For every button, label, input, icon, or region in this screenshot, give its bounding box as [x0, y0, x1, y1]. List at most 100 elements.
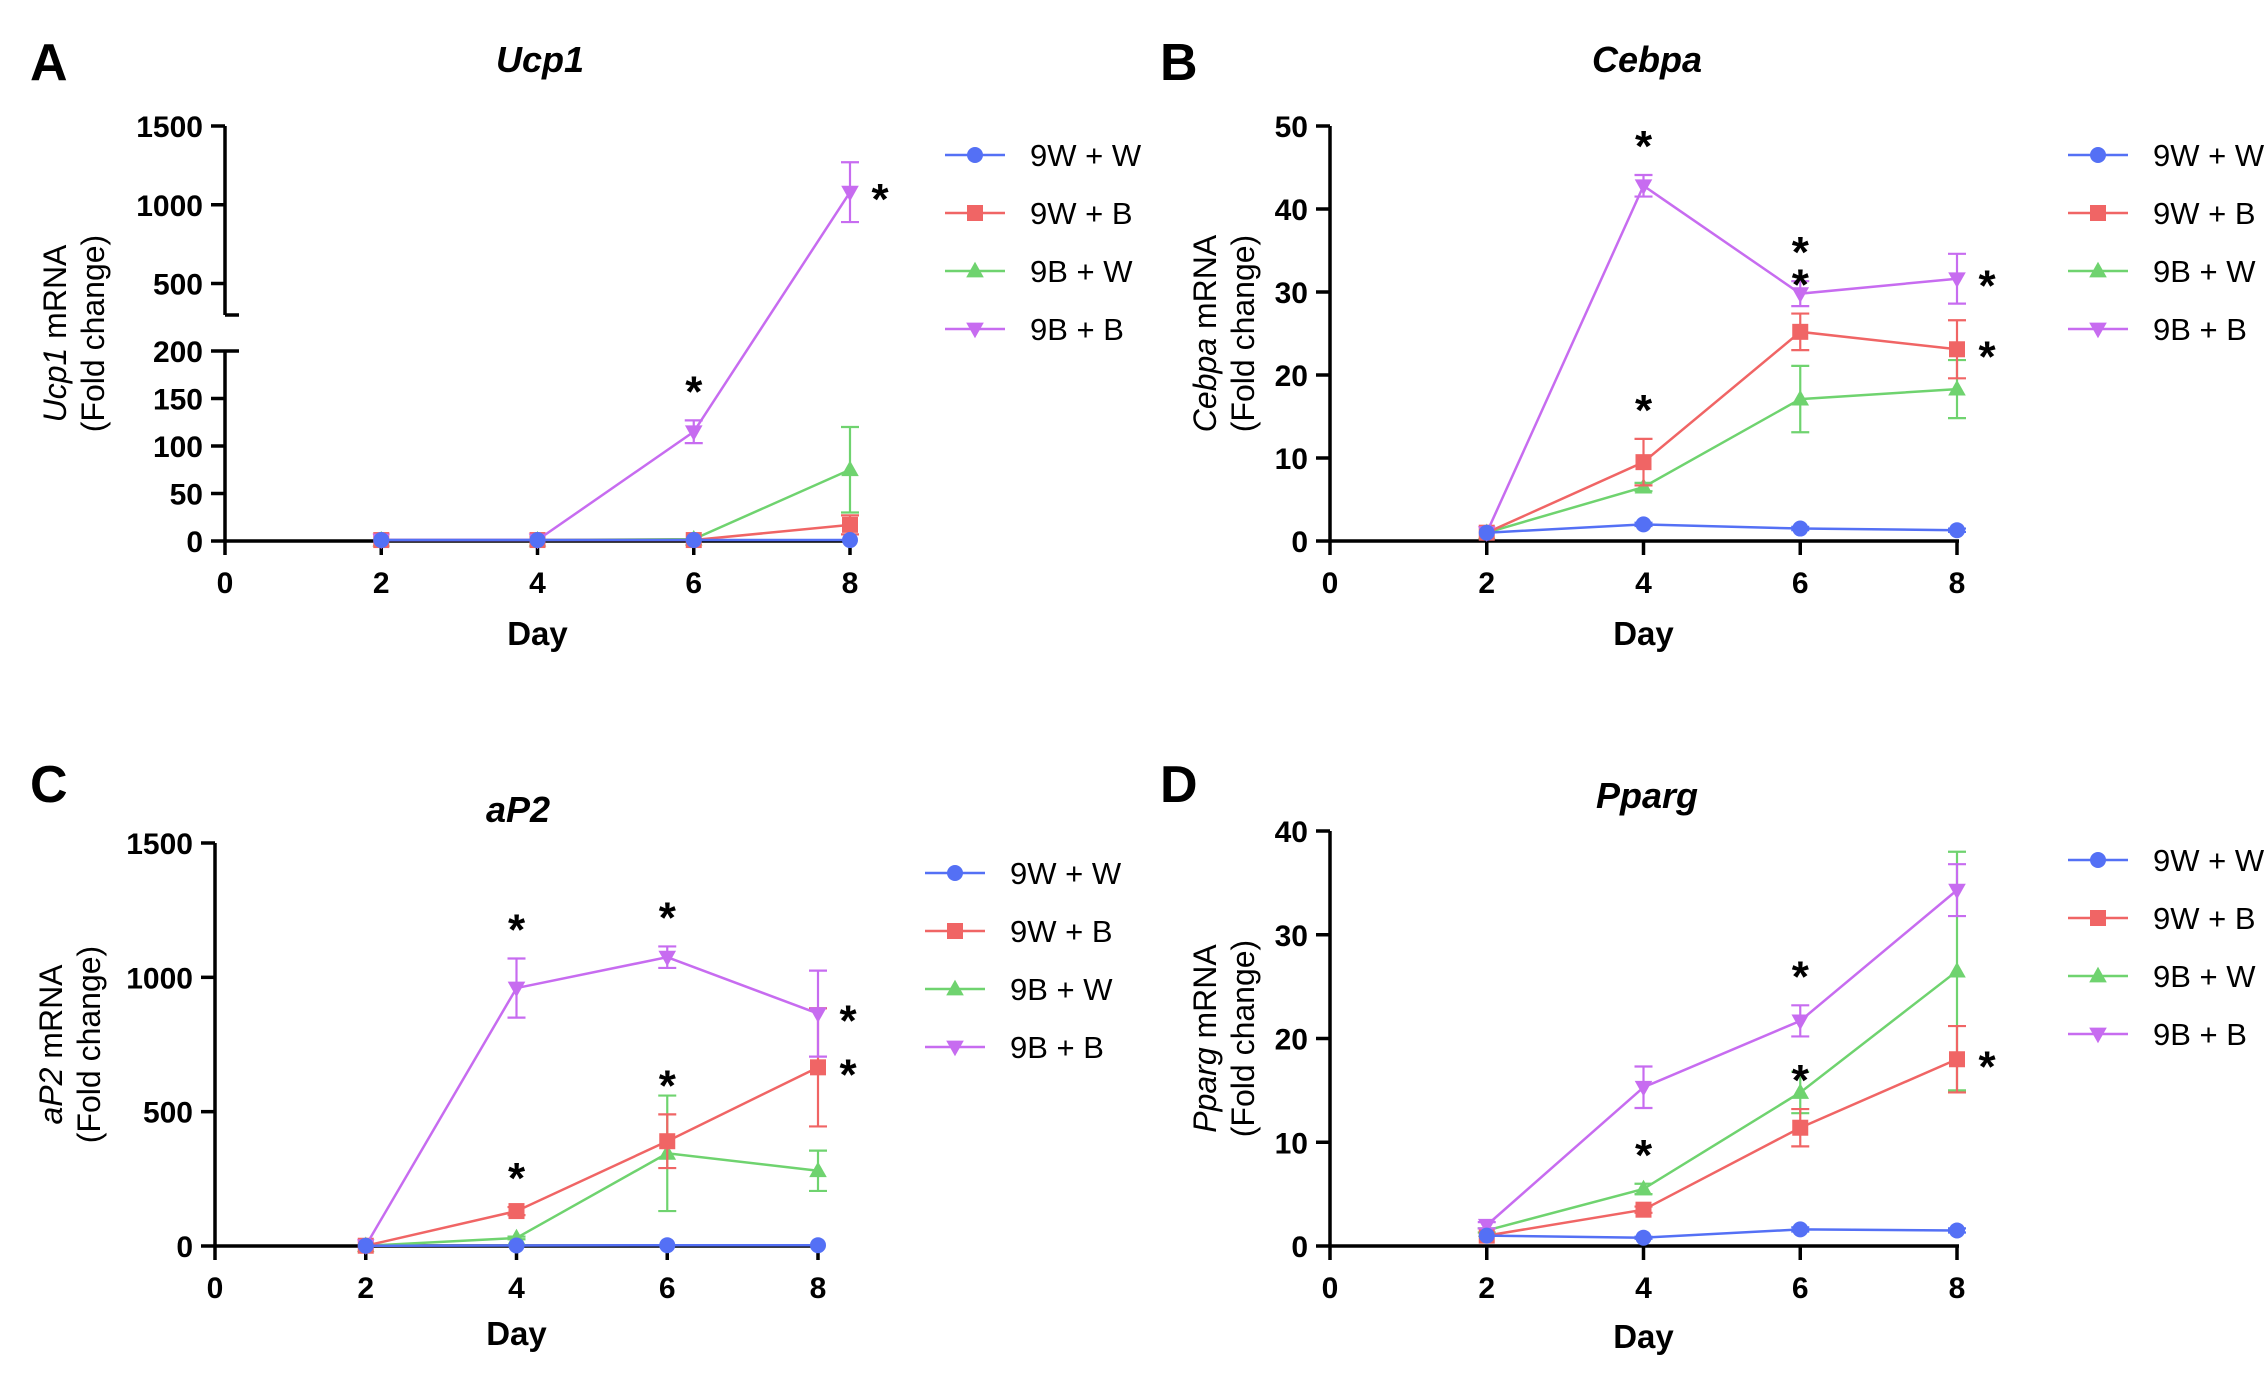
legend-marker — [2090, 852, 2106, 868]
y-axis-label-gene: Ucp1 — [37, 348, 73, 423]
y-tick-label: 0 — [1291, 526, 1308, 559]
legend-label: 9W + B — [1030, 196, 1133, 231]
series-9wb — [357, 1007, 827, 1254]
series-line — [1486, 387, 1958, 534]
significance-star: * — [839, 997, 857, 1046]
legend: 9W + W 9W + B 9B + W 9B + B — [2068, 138, 2265, 347]
series-line — [364, 955, 819, 1247]
x-tick-label: 8 — [810, 1272, 827, 1305]
series-line — [365, 1152, 819, 1247]
series-9ww — [1478, 1221, 1966, 1246]
panel-A: A Ucp1 0 2 4 6 8 Day 0 50 100 150 200 500 1000 1500 Ucp1… — [30, 34, 1142, 652]
y-tick-label: 500 — [143, 1097, 193, 1130]
x-tick-label: 8 — [1949, 567, 1966, 600]
x-tick-label: 2 — [373, 567, 390, 600]
x-tick-label: 4 — [1635, 567, 1652, 600]
significance-star: * — [1792, 1056, 1810, 1105]
data-point — [1478, 524, 1495, 541]
data-point — [1635, 1229, 1652, 1246]
series-line — [1485, 889, 1958, 1227]
x-tick-label: 2 — [1478, 1272, 1495, 1305]
series-line — [365, 1243, 818, 1247]
significance-star: * — [1792, 228, 1810, 277]
x-tick-label: 8 — [842, 567, 859, 600]
series-line — [381, 468, 851, 542]
significance-star: * — [1978, 1042, 1996, 1091]
legend-label: 9W + W — [2153, 843, 2265, 878]
legend-label: 9W + W — [1030, 138, 1142, 173]
data-point — [1635, 454, 1652, 471]
data-point — [1949, 522, 1965, 539]
y-tick-label: 10 — [1275, 1127, 1308, 1160]
panel-letter: B — [1160, 34, 1198, 92]
data-point — [1791, 1014, 1810, 1031]
data-point — [841, 460, 859, 477]
y-tick-label: 40 — [1275, 194, 1308, 227]
legend-marker — [967, 205, 983, 221]
x-tick-label: 8 — [1949, 1272, 1966, 1305]
data-point — [1478, 1227, 1495, 1244]
y-tick-label: 100 — [153, 431, 203, 464]
y-tick-label: 50 — [1275, 111, 1308, 144]
y-tick-label: 30 — [1275, 277, 1308, 310]
data-point — [1635, 1201, 1652, 1218]
axes — [1316, 829, 1959, 1260]
series-line — [1486, 970, 1958, 1232]
data-point — [659, 1237, 676, 1254]
y-tick-label: 1500 — [126, 828, 193, 861]
significance-star: * — [685, 367, 703, 416]
data-point — [685, 532, 702, 549]
y-axis-label-unit: mRNA — [1187, 944, 1223, 1048]
y-tick-label: 500 — [153, 269, 203, 302]
y-tick-label: 1000 — [136, 190, 203, 223]
x-tick-label: 2 — [357, 1272, 374, 1305]
data-point — [842, 516, 858, 533]
data-point — [1948, 883, 1966, 900]
data-point — [1477, 1218, 1496, 1235]
y-tick-label: 0 — [186, 526, 203, 559]
y-tick-label: 10 — [1275, 443, 1308, 476]
data-point — [809, 1161, 827, 1178]
data-point — [1791, 1083, 1810, 1099]
legend-label: 9W + B — [2153, 901, 2256, 936]
significance-star: * — [1635, 1131, 1653, 1180]
significance-star: * — [1635, 386, 1653, 435]
x-tick-label: 4 — [529, 567, 546, 600]
x-tick-label: 0 — [1322, 567, 1339, 600]
legend-marker — [2089, 322, 2107, 339]
legend-label: 9B + W — [1030, 254, 1133, 289]
axes — [1316, 124, 1959, 555]
data-point — [841, 185, 859, 202]
data-point — [810, 1237, 826, 1254]
series-9wb — [1478, 1024, 1966, 1244]
legend-label: 9B + W — [2153, 959, 2256, 994]
significance-star: * — [1792, 952, 1810, 1001]
significance-star: * — [871, 175, 889, 224]
series-9bw — [1477, 358, 1966, 540]
panel-letter: C — [30, 756, 68, 814]
data-point — [1949, 1222, 1965, 1239]
y-tick-label: 40 — [1275, 816, 1308, 849]
significance-star: * — [659, 893, 677, 942]
series-9ww — [357, 1237, 826, 1254]
data-point — [1792, 1119, 1809, 1136]
axes — [211, 124, 852, 555]
x-axis-label: Day — [486, 1315, 547, 1352]
data-point — [1949, 341, 1965, 358]
y-axis-label: aP2 mRNA(Fold change) — [33, 946, 107, 1143]
significance-star: * — [1978, 332, 1996, 381]
series-9ww — [373, 532, 858, 549]
y-axis-label: Ucp1 mRNA(Fold change) — [37, 235, 111, 432]
series-9ww — [1478, 516, 1966, 541]
data-point — [1792, 323, 1809, 340]
y-tick-label: 50 — [170, 479, 203, 512]
legend: 9W + W 9W + B 9B + W 9B + B — [925, 856, 1122, 1065]
y-axis-label-unit: mRNA — [37, 244, 73, 348]
series-9wb — [373, 514, 859, 549]
y-axis-label-gene: aP2 — [33, 1067, 69, 1124]
x-axis-label: Day — [507, 615, 568, 652]
y-axis-label-line2: (Fold change) — [1225, 235, 1261, 432]
legend-marker — [2089, 966, 2107, 983]
panel-letter: D — [1160, 756, 1198, 814]
legend-marker — [947, 923, 963, 939]
